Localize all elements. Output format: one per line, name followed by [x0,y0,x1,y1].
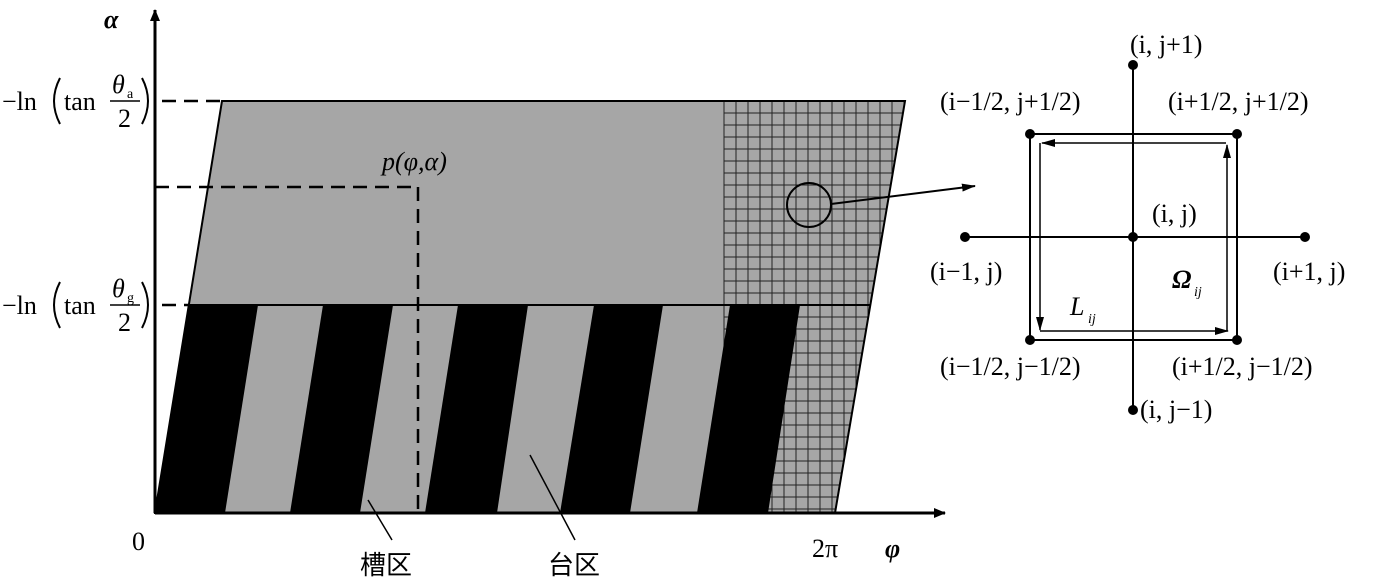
label-part: 2 [118,104,131,133]
node-label: (i, j+1) [1130,30,1202,59]
node-label: (i, j−1) [1140,395,1212,424]
origin-label: 0 [132,527,145,556]
period-label: 2π [812,534,838,563]
label-part: a [127,87,134,102]
label-part: g [127,291,134,306]
node-label: (i+1, j) [1273,257,1345,286]
label-part: −ln [2,87,37,116]
axis-label: α [104,5,119,34]
node-label: (i+1/2, j+1/2) [1168,87,1309,116]
level-label: −ln tan θ g 2 [2,274,149,337]
unwrapped-domain: α φ 0 2π p(φ,α) 槽区 台区 −ln tan θ a 2 −ln … [2,5,976,580]
boundary-label: L [1069,292,1084,321]
zoom-circle [786,182,832,228]
label-part: 2 [118,308,131,337]
node-label: (i−1/2, j+1/2) [940,87,1081,116]
boundary-sub: ij [1088,312,1096,327]
control-volume: (i, j+1) (i−1/2, j+1/2) (i+1/2, j+1/2) (… [930,30,1345,424]
node-label: (i, j) [1152,199,1197,228]
dashed-guides [155,99,420,513]
omega-label: Ω [1172,265,1191,294]
label-part: −ln [2,291,37,320]
omega-sub: ij [1194,285,1202,300]
node-label: (i−1, j) [930,257,1002,286]
axis-label: φ [885,534,900,563]
circulation-path [1036,139,1231,335]
zoom-arrow [830,183,976,205]
level-label: −ln tan θ a 2 [2,70,149,133]
label-part: tan [64,87,96,116]
node-label: (i+1/2, j−1/2) [1172,352,1313,381]
region-label: 台区 [548,551,600,580]
label-part: θ [112,274,125,303]
leader-line [367,499,393,541]
leader-line [529,454,576,541]
node-label: (i−1/2, j−1/2) [940,352,1081,381]
region-label: 槽区 [360,551,412,580]
label-part: θ [112,70,125,99]
nodes [960,60,1310,415]
label-part: tan [64,291,96,320]
point-label: p(φ,α) [380,147,447,176]
cell-boundary [1029,133,1238,341]
